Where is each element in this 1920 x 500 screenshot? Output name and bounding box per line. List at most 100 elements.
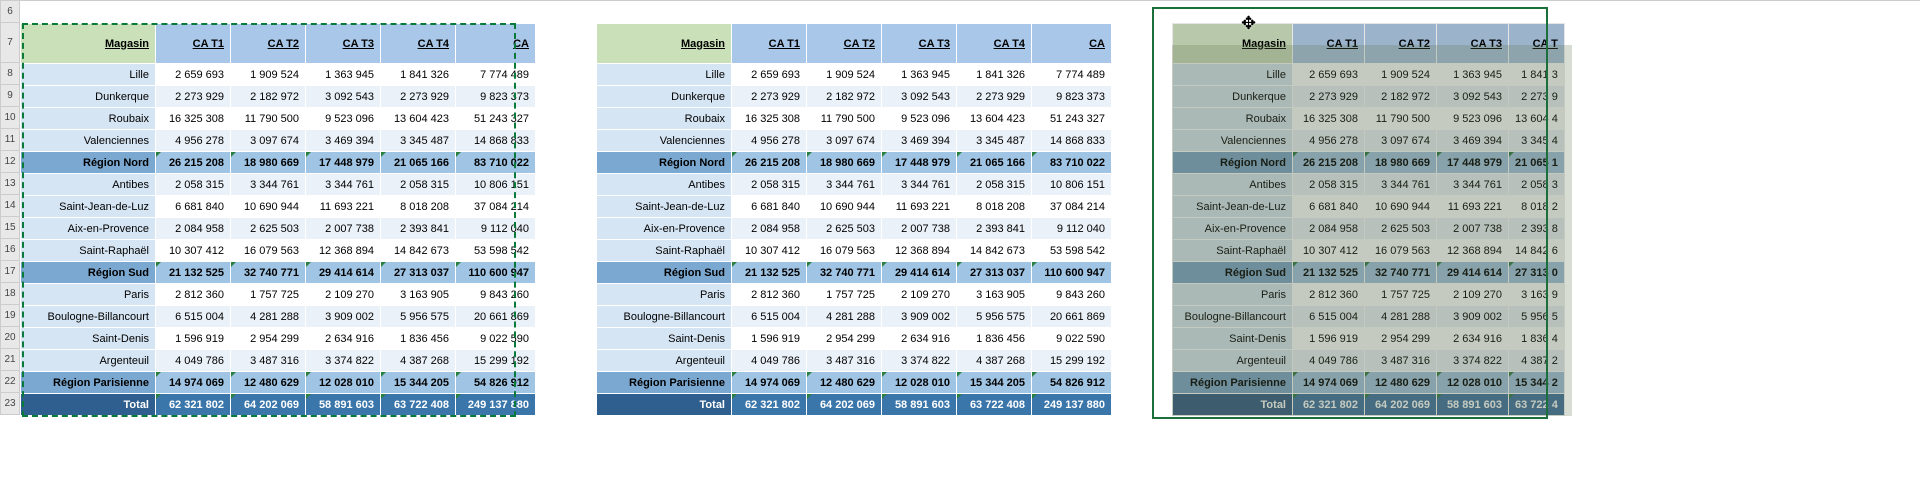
table-row[interactable]: Dunkerque2 273 9292 182 9723 092 5432 27… (1173, 86, 1565, 108)
table-row[interactable]: Paris2 812 3601 757 7252 109 2703 163 90… (597, 284, 1112, 306)
row-label[interactable]: Saint-Raphaël (21, 240, 156, 262)
row-label[interactable]: Région Parisienne (597, 372, 732, 394)
table-row[interactable]: Roubaix16 325 30811 790 5009 523 09613 6… (597, 108, 1112, 130)
cell-value[interactable]: 11 790 500 (807, 108, 882, 130)
cell-value[interactable]: 21 065 166 (381, 152, 456, 174)
row-header[interactable]: 23 (0, 393, 20, 415)
cell-value[interactable]: 11 693 221 (882, 196, 957, 218)
cell-value[interactable]: 2 273 929 (1293, 86, 1365, 108)
cell-value[interactable]: 3 909 002 (306, 306, 381, 328)
cell-value[interactable]: 14 868 833 (456, 130, 536, 152)
cell-value[interactable]: 1 841 3 (1509, 64, 1565, 86)
cell-value[interactable]: 12 368 894 (306, 240, 381, 262)
cell-value[interactable]: 2 625 503 (231, 218, 306, 240)
cell-value[interactable]: 62 321 802 (156, 394, 231, 416)
row-label[interactable]: Roubaix (1173, 108, 1293, 130)
cell-value[interactable]: 16 325 308 (732, 108, 807, 130)
cell-value[interactable]: 6 515 004 (1293, 306, 1365, 328)
cell-value[interactable]: 2 058 315 (381, 174, 456, 196)
cell-value[interactable]: 27 313 037 (957, 262, 1032, 284)
cell-value[interactable]: 3 345 487 (957, 130, 1032, 152)
cell-value[interactable]: 2 182 972 (807, 86, 882, 108)
cell-value[interactable]: 54 826 912 (456, 372, 536, 394)
table-row[interactable]: Boulogne-Billancourt6 515 0044 281 2883 … (21, 306, 536, 328)
cell-value[interactable]: 1 363 945 (306, 64, 381, 86)
row-label[interactable]: Argenteuil (597, 350, 732, 372)
cell-value[interactable]: 37 084 214 (456, 196, 536, 218)
cell-value[interactable]: 10 307 412 (1293, 240, 1365, 262)
cell-value[interactable]: 29 414 614 (882, 262, 957, 284)
cell-value[interactable]: 3 163 9 (1509, 284, 1565, 306)
column-header[interactable]: CA (1032, 24, 1112, 64)
cell-value[interactable]: 1 757 725 (1365, 284, 1437, 306)
cell-value[interactable]: 2 007 738 (306, 218, 381, 240)
table-row[interactable]: Total62 321 80264 202 06958 891 60363 72… (597, 394, 1112, 416)
cell-value[interactable]: 10 806 151 (456, 174, 536, 196)
row-label[interactable]: Valenciennes (597, 130, 732, 152)
cell-value[interactable]: 6 515 004 (732, 306, 807, 328)
cell-value[interactable]: 4 049 786 (1293, 350, 1365, 372)
row-header[interactable]: 22 (0, 371, 20, 393)
cell-value[interactable]: 4 387 268 (381, 350, 456, 372)
row-label[interactable]: Région Parisienne (21, 372, 156, 394)
cell-value[interactable]: 3 344 761 (1437, 174, 1509, 196)
cell-value[interactable]: 51 243 327 (1032, 108, 1112, 130)
column-header[interactable]: Magasin (597, 24, 732, 64)
cell-value[interactable]: 4 049 786 (156, 350, 231, 372)
cell-value[interactable]: 1 596 919 (1293, 328, 1365, 350)
row-label[interactable]: Lille (21, 64, 156, 86)
table-row[interactable]: Saint-Denis1 596 9192 954 2992 634 9161 … (21, 328, 536, 350)
row-label[interactable]: Argenteuil (1173, 350, 1293, 372)
cell-value[interactable]: 58 891 603 (1437, 394, 1509, 416)
cell-value[interactable]: 3 163 905 (957, 284, 1032, 306)
table-row[interactable]: Région Parisienne14 974 06912 480 62912 … (21, 372, 536, 394)
row-header[interactable]: 10 (0, 107, 20, 129)
cell-value[interactable]: 64 202 069 (807, 394, 882, 416)
cell-value[interactable]: 9 523 096 (882, 108, 957, 130)
cell-value[interactable]: 3 344 761 (306, 174, 381, 196)
cell-value[interactable]: 5 956 5 (1509, 306, 1565, 328)
row-label[interactable]: Valenciennes (1173, 130, 1293, 152)
cell-value[interactable]: 1 757 725 (807, 284, 882, 306)
cell-value[interactable]: 14 974 069 (1293, 372, 1365, 394)
cell-value[interactable]: 32 740 771 (807, 262, 882, 284)
cell-value[interactable]: 9 523 096 (1437, 108, 1509, 130)
cell-value[interactable]: 3 909 002 (882, 306, 957, 328)
cell-value[interactable]: 54 826 912 (1032, 372, 1112, 394)
cell-value[interactable]: 3 469 394 (882, 130, 957, 152)
cell-value[interactable]: 18 980 669 (1365, 152, 1437, 174)
cell-value[interactable]: 12 480 629 (1365, 372, 1437, 394)
row-label[interactable]: Paris (21, 284, 156, 306)
cell-value[interactable]: 2 058 3 (1509, 174, 1565, 196)
cell-value[interactable]: 2 084 958 (732, 218, 807, 240)
cell-value[interactable]: 3 487 316 (807, 350, 882, 372)
table-row[interactable]: Valenciennes4 956 2783 097 6743 469 3943… (21, 130, 536, 152)
cell-value[interactable]: 2 634 916 (306, 328, 381, 350)
row-label[interactable]: Aix-en-Provence (21, 218, 156, 240)
cell-value[interactable]: 20 661 869 (1032, 306, 1112, 328)
row-label[interactable]: Saint-Denis (597, 328, 732, 350)
cell-value[interactable]: 9 112 040 (1032, 218, 1112, 240)
spreadsheet-grid[interactable]: 67891011121314151617181920212223 Magasin… (0, 0, 1920, 500)
cell-value[interactable]: 1 909 524 (231, 64, 306, 86)
cell-value[interactable]: 10 307 412 (156, 240, 231, 262)
cell-value[interactable]: 21 132 525 (156, 262, 231, 284)
cell-value[interactable]: 29 414 614 (1437, 262, 1509, 284)
table-row[interactable]: Saint-Jean-de-Luz6 681 84010 690 94411 6… (1173, 196, 1565, 218)
cell-value[interactable]: 1 909 524 (807, 64, 882, 86)
cell-value[interactable]: 13 604 423 (957, 108, 1032, 130)
row-label[interactable]: Lille (1173, 64, 1293, 86)
table-row[interactable]: Paris2 812 3601 757 7252 109 2703 163 9 (1173, 284, 1565, 306)
cell-value[interactable]: 16 079 563 (231, 240, 306, 262)
table-row[interactable]: Argenteuil4 049 7863 487 3163 374 8224 3… (21, 350, 536, 372)
cell-value[interactable]: 63 722 408 (957, 394, 1032, 416)
cell-value[interactable]: 17 448 979 (306, 152, 381, 174)
cell-value[interactable]: 2 659 693 (732, 64, 807, 86)
cell-value[interactable]: 5 956 575 (957, 306, 1032, 328)
cell-value[interactable]: 5 956 575 (381, 306, 456, 328)
cell-value[interactable]: 2 058 315 (156, 174, 231, 196)
cell-value[interactable]: 4 049 786 (732, 350, 807, 372)
row-header[interactable]: 20 (0, 327, 20, 349)
table-row[interactable]: Aix-en-Provence2 084 9582 625 5032 007 7… (597, 218, 1112, 240)
cell-value[interactable]: 21 065 166 (957, 152, 1032, 174)
